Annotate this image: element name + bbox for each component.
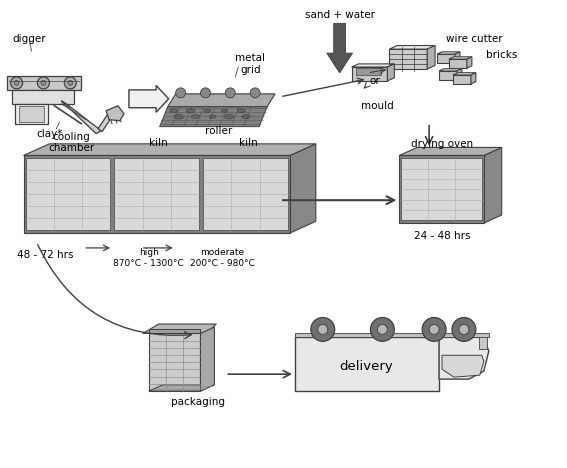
Polygon shape: [467, 57, 472, 68]
Polygon shape: [143, 324, 217, 333]
Polygon shape: [439, 71, 457, 80]
Circle shape: [422, 317, 446, 341]
Ellipse shape: [237, 109, 246, 113]
Text: or: or: [369, 76, 380, 86]
Polygon shape: [15, 104, 48, 124]
Polygon shape: [390, 49, 427, 69]
Polygon shape: [149, 385, 214, 391]
Polygon shape: [455, 52, 460, 63]
Polygon shape: [471, 73, 476, 84]
Bar: [356, 68, 382, 75]
Polygon shape: [439, 337, 489, 379]
Text: packaging: packaging: [171, 397, 225, 407]
Polygon shape: [442, 355, 484, 377]
Ellipse shape: [191, 115, 200, 119]
Polygon shape: [11, 90, 74, 104]
Text: sand + water: sand + water: [304, 10, 375, 20]
Text: metal
grid: metal grid: [235, 53, 265, 75]
Circle shape: [176, 88, 185, 98]
Circle shape: [429, 324, 439, 335]
Circle shape: [37, 77, 49, 89]
Polygon shape: [106, 106, 124, 121]
Text: 24 - 48 hrs: 24 - 48 hrs: [414, 231, 470, 241]
Circle shape: [250, 88, 260, 98]
Ellipse shape: [221, 109, 227, 112]
Bar: [479, 335, 487, 349]
Ellipse shape: [170, 109, 177, 113]
Polygon shape: [352, 67, 387, 81]
Polygon shape: [290, 144, 316, 233]
Text: bricks: bricks: [486, 50, 517, 60]
Polygon shape: [149, 333, 201, 391]
Polygon shape: [26, 159, 111, 230]
Text: mould: mould: [361, 101, 394, 111]
Polygon shape: [427, 45, 435, 69]
Text: moderate
200°C - 980°C: moderate 200°C - 980°C: [190, 248, 255, 268]
Polygon shape: [61, 101, 101, 133]
Ellipse shape: [209, 115, 216, 118]
Polygon shape: [327, 23, 353, 73]
Bar: [149, 329, 201, 333]
Polygon shape: [399, 147, 502, 155]
Polygon shape: [399, 155, 484, 223]
Ellipse shape: [174, 114, 184, 119]
Polygon shape: [7, 76, 81, 90]
Text: drying oven: drying oven: [411, 139, 473, 148]
Text: roller: roller: [205, 125, 232, 136]
Circle shape: [201, 88, 210, 98]
Text: high
870°C - 1300°C: high 870°C - 1300°C: [113, 248, 184, 268]
Circle shape: [68, 80, 73, 85]
Polygon shape: [437, 52, 460, 54]
Polygon shape: [387, 64, 394, 81]
Text: kiln: kiln: [239, 138, 257, 147]
Text: delivery: delivery: [340, 360, 393, 373]
Polygon shape: [203, 159, 288, 230]
Circle shape: [11, 77, 23, 89]
Polygon shape: [439, 69, 462, 71]
Text: clay*: clay*: [36, 129, 62, 139]
Circle shape: [318, 324, 328, 335]
Ellipse shape: [186, 109, 195, 113]
Polygon shape: [168, 94, 275, 107]
Circle shape: [459, 324, 469, 335]
Text: 48 - 72 hrs: 48 - 72 hrs: [17, 250, 74, 260]
Ellipse shape: [242, 115, 251, 119]
Polygon shape: [24, 155, 290, 233]
Polygon shape: [390, 45, 435, 49]
Circle shape: [225, 88, 235, 98]
Polygon shape: [115, 159, 199, 230]
Polygon shape: [484, 147, 502, 223]
Circle shape: [14, 80, 19, 85]
Ellipse shape: [204, 109, 211, 112]
Circle shape: [370, 317, 394, 341]
Polygon shape: [401, 159, 482, 220]
Text: wire cutter: wire cutter: [446, 34, 502, 44]
Circle shape: [378, 324, 387, 335]
Text: cooling
chamber: cooling chamber: [48, 132, 94, 154]
Polygon shape: [98, 111, 114, 132]
Circle shape: [64, 77, 76, 89]
Text: digger: digger: [12, 34, 46, 44]
Polygon shape: [129, 85, 169, 112]
Text: kiln: kiln: [149, 138, 168, 147]
Circle shape: [311, 317, 335, 341]
Polygon shape: [160, 107, 267, 127]
Polygon shape: [24, 144, 316, 155]
Polygon shape: [449, 59, 467, 68]
Polygon shape: [449, 57, 472, 59]
Polygon shape: [352, 64, 394, 67]
Polygon shape: [453, 73, 476, 75]
Polygon shape: [295, 337, 439, 391]
Polygon shape: [437, 54, 455, 63]
Polygon shape: [19, 106, 44, 122]
Polygon shape: [457, 69, 462, 80]
Circle shape: [452, 317, 476, 341]
Circle shape: [41, 80, 46, 85]
Polygon shape: [453, 75, 471, 84]
Bar: [295, 333, 489, 337]
Polygon shape: [201, 327, 214, 391]
Ellipse shape: [225, 114, 234, 119]
